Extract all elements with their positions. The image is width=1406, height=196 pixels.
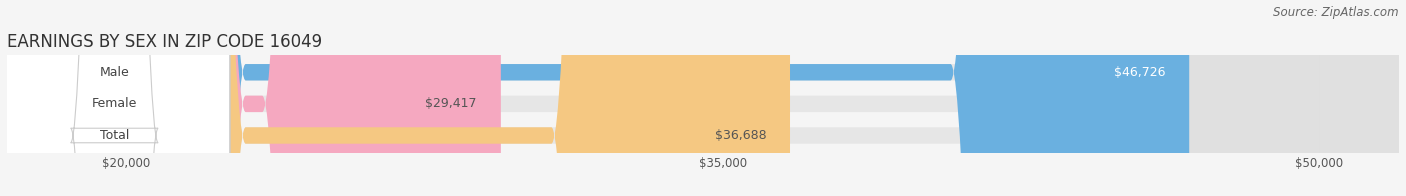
Text: Female: Female	[91, 97, 138, 110]
FancyBboxPatch shape	[0, 0, 229, 196]
FancyBboxPatch shape	[0, 0, 229, 196]
Text: $29,417: $29,417	[426, 97, 477, 110]
FancyBboxPatch shape	[7, 0, 1399, 196]
Text: Source: ZipAtlas.com: Source: ZipAtlas.com	[1274, 6, 1399, 19]
Text: $36,688: $36,688	[714, 129, 766, 142]
FancyBboxPatch shape	[7, 0, 1399, 196]
FancyBboxPatch shape	[7, 0, 1399, 196]
FancyBboxPatch shape	[7, 0, 501, 196]
Text: EARNINGS BY SEX IN ZIP CODE 16049: EARNINGS BY SEX IN ZIP CODE 16049	[7, 33, 322, 51]
FancyBboxPatch shape	[7, 0, 790, 196]
FancyBboxPatch shape	[7, 0, 1189, 196]
Text: Total: Total	[100, 129, 129, 142]
Text: $46,726: $46,726	[1114, 66, 1166, 79]
Text: Male: Male	[100, 66, 129, 79]
FancyBboxPatch shape	[0, 0, 229, 196]
